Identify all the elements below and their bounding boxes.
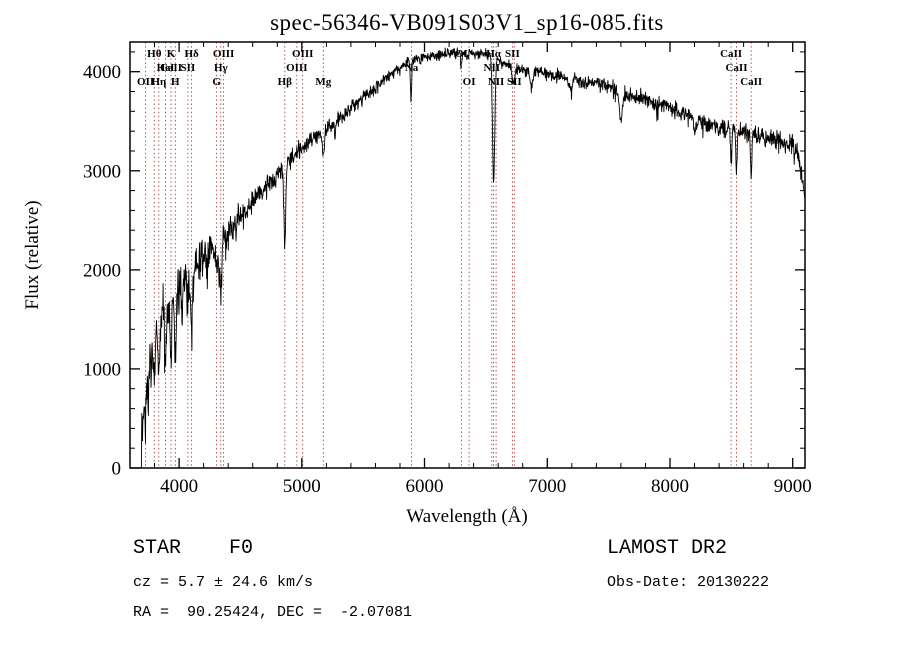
spectral-line-label: CaII: [725, 62, 747, 74]
x-tick-label: 5000: [283, 476, 321, 497]
spectral-line-label: Hδ: [184, 48, 199, 60]
spectral-line-label: OIII: [292, 48, 313, 60]
spectral-line-label: OI: [463, 76, 476, 88]
y-axis-label: Flux (relative): [22, 200, 43, 309]
y-tick-label: 0: [112, 459, 122, 480]
spectral-line-label: G: [212, 76, 221, 88]
spectral-line-label: CaII: [720, 48, 742, 60]
cz-text: cz = 5.7 ± 24.6 km/s: [133, 574, 314, 591]
spectrum-trace: [140, 47, 806, 469]
spectral-line-markers: [145, 42, 752, 468]
x-tick-label: 8000: [651, 476, 689, 497]
spectral-line-label: Hα: [486, 48, 502, 60]
spectral-line-label: SII: [181, 62, 196, 74]
x-tick-label: 6000: [406, 476, 444, 497]
y-tick-label: 2000: [83, 260, 121, 281]
classification-text: STAR F0: [133, 537, 254, 560]
spectral-line-label: CaII: [740, 76, 762, 88]
survey-text: LAMOST DR2: [607, 537, 728, 560]
x-tick-label: 7000: [528, 476, 566, 497]
axes: 4000 5000 6000 7000 8000 9000 0 1000 2000 3000 400…: [83, 41, 812, 497]
obs-date-text: Obs-Date: 20130222: [607, 574, 770, 591]
spectral-line-label: SII: [505, 48, 520, 60]
y-tick-label: 4000: [83, 62, 121, 83]
y-tick-label: 3000: [83, 161, 121, 182]
spectral-line-label: CaII: [160, 62, 182, 74]
spectral-line-label: OIII: [213, 48, 234, 60]
spectral-line-label: OIII: [286, 62, 307, 74]
x-axis-label: Wavelength (Å): [406, 506, 527, 527]
chart-title: spec-56346-VB091S03V1_sp16-085.fits: [270, 10, 664, 35]
spectral-line-label: Hγ: [214, 62, 228, 74]
spectral-line-label: HeI: [157, 62, 175, 74]
spectral-line-label: Mg: [315, 76, 331, 88]
spectral-line-label: OII: [137, 76, 154, 88]
spectral-line-label: H: [171, 76, 180, 88]
y-tick-label: 1000: [83, 359, 121, 380]
spectral-line-label: Hη: [151, 76, 166, 88]
x-tick-label: 4000: [160, 476, 198, 497]
ra-dec-text: RA = 90.25424, DEC = -2.07081: [133, 604, 413, 621]
x-tick-label: 9000: [774, 476, 812, 497]
spectral-line-label: Hβ: [278, 76, 293, 88]
spectral-line-label: K: [167, 48, 176, 60]
spectral-line-label: Hθ: [147, 48, 162, 60]
